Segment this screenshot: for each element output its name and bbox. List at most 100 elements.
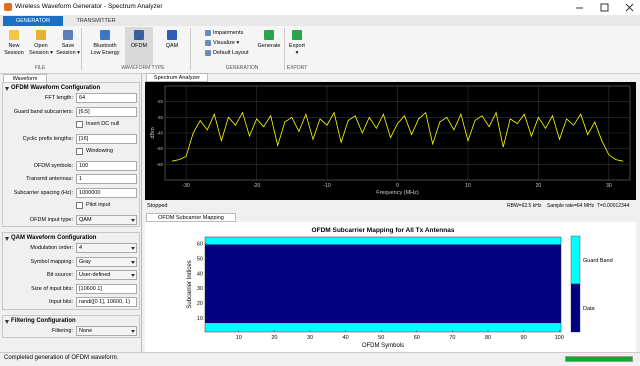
text-input[interactable]: [10600 1] bbox=[76, 283, 137, 294]
text-input[interactable]: [6;5] bbox=[76, 106, 137, 117]
section-header[interactable]: QAM Waveform Configuration bbox=[11, 235, 97, 241]
text-input[interactable]: 64 bbox=[76, 93, 137, 103]
ribbon-button[interactable]: Open Session ▾ bbox=[29, 43, 53, 56]
section-arrow[interactable] bbox=[5, 237, 9, 241]
close[interactable] bbox=[625, 3, 634, 12]
checkbox[interactable] bbox=[76, 202, 83, 209]
checkbox[interactable] bbox=[76, 148, 83, 155]
ribbon-button[interactable]: Generate bbox=[257, 43, 281, 49]
field-label: OFDM symbols: bbox=[33, 162, 73, 169]
section-arrow[interactable] bbox=[5, 319, 9, 324]
checkbox[interactable] bbox=[76, 121, 83, 128]
small-icon[interactable] bbox=[205, 50, 211, 56]
button-icon[interactable] bbox=[134, 30, 144, 40]
chart-title: OFDM Subcarrier Mapping for All Tx Anten… bbox=[312, 227, 455, 234]
panel-tab[interactable]: Waveform bbox=[3, 74, 47, 83]
dropdown-arrow[interactable] bbox=[131, 247, 135, 250]
mapping-region bbox=[205, 237, 561, 245]
status-bar bbox=[0, 352, 640, 366]
text-input[interactable]: 1000000 bbox=[76, 187, 137, 198]
dropdown[interactable]: QAM bbox=[76, 214, 137, 225]
maximize[interactable] bbox=[600, 3, 609, 12]
x-tick-label: 20 bbox=[536, 183, 542, 189]
text-input[interactable]: [16] bbox=[76, 133, 137, 144]
plot-tab[interactable]: Spectrum Analyzer bbox=[146, 73, 208, 82]
spectrum-line bbox=[171, 111, 624, 162]
colorbar-swatch bbox=[570, 283, 581, 333]
x-tick-label: -20 bbox=[253, 183, 260, 189]
x-tick-label: 50 bbox=[378, 335, 384, 341]
progress-bar bbox=[565, 356, 633, 362]
ribbon-button[interactable]: QAM bbox=[165, 43, 179, 49]
x-tick-label: 60 bbox=[414, 335, 420, 341]
field-label: FFT length: bbox=[44, 95, 73, 101]
colorbar-swatch bbox=[570, 235, 581, 285]
section-arrow[interactable] bbox=[5, 87, 9, 91]
y-tick-label: 50 bbox=[197, 257, 203, 263]
button-icon[interactable] bbox=[100, 30, 110, 40]
dropdown[interactable]: None bbox=[76, 325, 137, 336]
button-icon[interactable] bbox=[63, 30, 73, 40]
group-separator bbox=[81, 28, 82, 70]
checkbox-label: Insert DC null bbox=[86, 121, 120, 127]
window-controls[interactable] bbox=[570, 2, 636, 13]
colorbar-label: Guard Band bbox=[583, 258, 613, 264]
group-separator bbox=[190, 28, 191, 70]
small-button[interactable]: Impairments bbox=[213, 30, 244, 36]
dropdown[interactable]: Gray bbox=[76, 256, 137, 267]
plot-frame bbox=[164, 85, 631, 181]
small-icon[interactable] bbox=[205, 30, 211, 36]
status-strip bbox=[145, 200, 636, 210]
x-tick-label: 0 bbox=[396, 183, 399, 189]
group-label: GENERATION bbox=[225, 65, 259, 71]
x-axis-label: OFDM Symbols bbox=[362, 343, 404, 349]
group-separator bbox=[284, 28, 285, 70]
section-header[interactable]: Filtering Configuration bbox=[11, 317, 76, 324]
sample-rate: Sample rate=64 MHz bbox=[547, 203, 595, 209]
text-input[interactable]: 100 bbox=[76, 160, 137, 171]
ribbon-tab[interactable]: GENERATOR bbox=[3, 16, 63, 26]
small-button[interactable]: Visualize ▾ bbox=[213, 40, 240, 46]
dropdown[interactable]: User-defined bbox=[76, 270, 137, 280]
section-header[interactable]: OFDM Waveform Configuration bbox=[11, 85, 101, 91]
status-text: Completed generation of OFDM waveform. bbox=[4, 355, 119, 361]
y-tick-label: 20 bbox=[197, 301, 203, 307]
x-tick-label: 100 bbox=[555, 335, 564, 341]
x-tick-label: 30 bbox=[606, 183, 612, 189]
group-label: FILE bbox=[34, 65, 46, 71]
y-tick-label: -50 bbox=[156, 146, 163, 151]
field-label: Input bits: bbox=[49, 299, 73, 305]
small-button[interactable]: Default Layout bbox=[213, 50, 249, 56]
button-icon[interactable] bbox=[9, 30, 19, 40]
y-axis-label: Subcarrier Indices bbox=[187, 260, 193, 308]
dropdown-arrow[interactable] bbox=[131, 274, 135, 277]
group-label: WAVEFORM TYPE bbox=[121, 65, 165, 71]
button-icon[interactable] bbox=[167, 30, 177, 40]
x-tick-label: 40 bbox=[343, 335, 349, 341]
dropdown[interactable]: 4 bbox=[76, 243, 137, 253]
ribbon-button[interactable]: Export ▾ bbox=[289, 43, 305, 56]
dropdown-arrow[interactable] bbox=[131, 329, 135, 333]
plot-tab[interactable]: OFDM Subcarrier Mapping bbox=[146, 213, 236, 222]
field-label: Modulation order: bbox=[30, 245, 73, 251]
text-input[interactable]: 1 bbox=[76, 174, 137, 184]
ribbon-button[interactable]: Save Session ▾ bbox=[56, 43, 80, 56]
y-tick-label: -30 bbox=[156, 115, 163, 120]
ribbon-button[interactable]: OFDM bbox=[130, 43, 148, 49]
dropdown-arrow[interactable] bbox=[131, 260, 135, 264]
spectrum-analyzer: -60 -50 -40 -30 -20 -30 -20 -10 0 10 20 30 Frequency… bbox=[145, 82, 636, 210]
app-icon bbox=[4, 3, 12, 11]
button-icon[interactable] bbox=[264, 30, 274, 40]
button-icon[interactable] bbox=[36, 30, 46, 40]
ribbon-button[interactable]: New Session bbox=[4, 43, 24, 56]
ribbon-tab[interactable]: TRANSMITTER bbox=[76, 18, 116, 24]
y-axis-label: dBm bbox=[150, 127, 156, 139]
small-icon[interactable] bbox=[205, 40, 211, 46]
ribbon-button[interactable]: Bluetooth Low Energy bbox=[90, 43, 120, 56]
text-input[interactable]: randi([0 1], 10600, 1) bbox=[76, 297, 137, 307]
dropdown-arrow[interactable] bbox=[131, 218, 135, 222]
ribbon-tab-bar bbox=[0, 15, 640, 26]
x-tick-label: 10 bbox=[236, 335, 242, 341]
button-icon[interactable] bbox=[292, 30, 302, 40]
sim-time: T=0.00012344 bbox=[597, 203, 630, 209]
